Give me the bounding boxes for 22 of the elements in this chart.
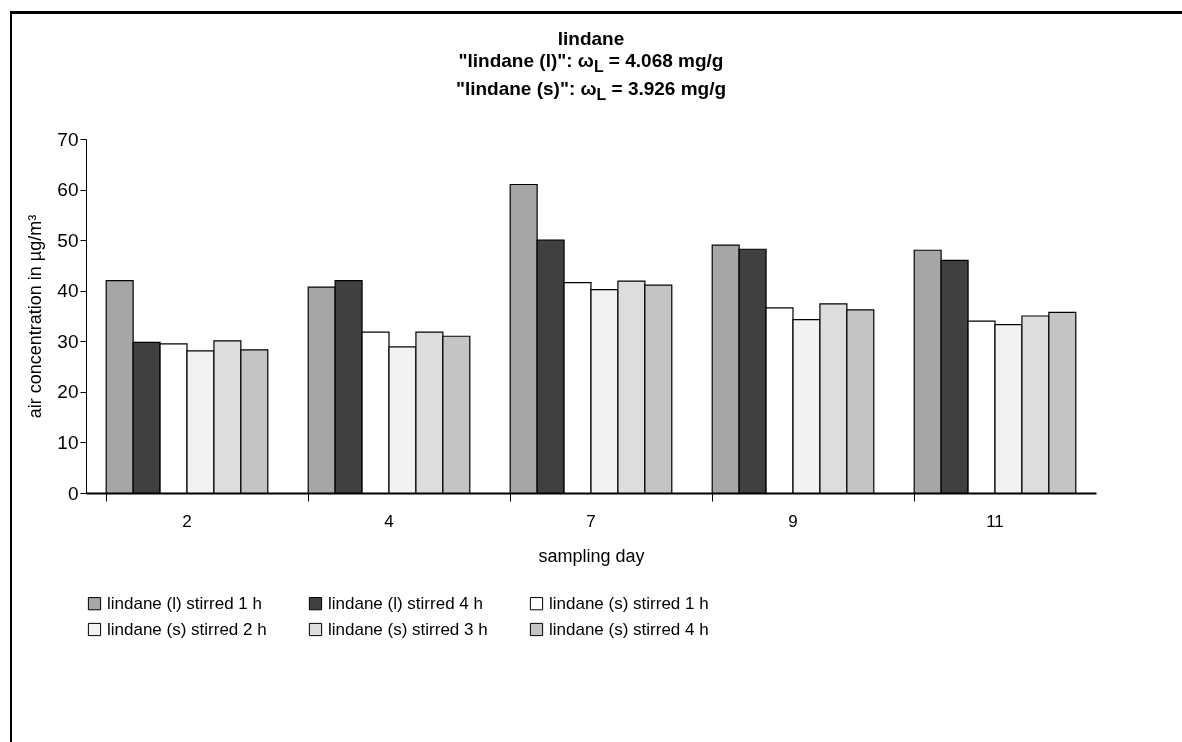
legend-label: lindane (s) stirred 4 h xyxy=(549,619,709,639)
x-tick-label: 7 xyxy=(586,511,596,531)
y-axis-title: air concentration in µg/m³ xyxy=(25,214,46,419)
y-tick-label: 20 xyxy=(57,381,79,403)
chart-title: lindane "lindane (l)": ω$_{L}$ = 4.068 mg/g "lindane (s)": ω$_{L}$ = 3.926 mg/g xyxy=(454,28,728,105)
y-tick-label: 40 xyxy=(57,280,79,302)
y-tick-label: 10 xyxy=(57,431,79,453)
legend-label: lindane (s) stirred 2 h xyxy=(107,619,267,639)
y-tick-label: 0 xyxy=(67,482,79,504)
x-tick-label: 9 xyxy=(788,511,798,531)
y-tick-label: 60 xyxy=(57,179,79,201)
legend-label: lindane (l) stirred 4 h xyxy=(328,593,483,613)
x-tick-label: 11 xyxy=(986,511,1004,531)
y-tick-label: 70 xyxy=(57,128,79,150)
legend-label: lindane (l) stirred 1 h xyxy=(107,593,262,613)
x-tick-label: 4 xyxy=(384,511,394,531)
x-tick-label: 2 xyxy=(182,511,192,531)
y-tick-label: 50 xyxy=(57,229,79,251)
legend-label: lindane (s) stirred 1 h xyxy=(549,593,709,613)
x-axis-title: sampling day xyxy=(538,545,645,566)
y-tick-label: 30 xyxy=(57,330,79,352)
legend-label: lindane (s) stirred 3 h xyxy=(328,619,488,639)
